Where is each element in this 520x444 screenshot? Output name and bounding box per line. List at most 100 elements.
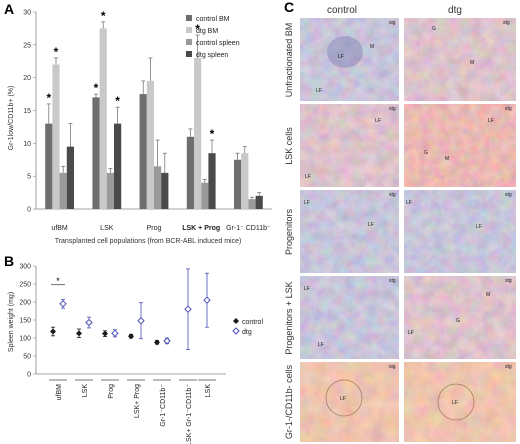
- bar-a: [154, 166, 162, 209]
- tag-lf: LF: [408, 330, 414, 336]
- y-tick-label-b: 50: [23, 354, 31, 361]
- x-category-label-b: Prog: [108, 384, 115, 399]
- histology-image-prog-lsk-control: [300, 276, 399, 359]
- bar-a: [106, 172, 114, 209]
- bar-a: [45, 123, 53, 209]
- tag-sig: sig: [389, 364, 396, 370]
- legend-marker-control: [233, 318, 239, 324]
- row-label-progenitors: Progenitors: [284, 208, 294, 255]
- tag-stg: stg: [389, 192, 396, 198]
- tag-g: G: [424, 150, 428, 156]
- histology-image-prog-control: [300, 190, 399, 273]
- x-category-label-b: LSK+ Gr-1⁻CD11b⁻: [186, 384, 193, 444]
- legend-b: control dtg: [232, 318, 263, 336]
- scatter-chart-b: 0 50 100 150 200 250 300 * ufBM LSK Prog LSK+ Prog G…: [19, 264, 226, 444]
- legend-marker-dtg: [232, 327, 240, 335]
- tag-m: M: [445, 156, 449, 162]
- tag-lf: LF: [305, 174, 311, 180]
- tag-lf: LF: [304, 286, 310, 292]
- significance-star-a: *: [54, 45, 59, 59]
- significance-star-a: *: [46, 91, 51, 105]
- bar-a: [255, 195, 263, 209]
- point-dtg-b: [137, 317, 145, 325]
- tag-stg: stg: [503, 20, 510, 26]
- significance-star-a: *: [210, 127, 215, 141]
- bar-a: [234, 159, 242, 209]
- bar-a: [186, 136, 194, 209]
- x-category-label-a: LSK + Prog: [182, 225, 220, 232]
- y-tick-label-a: 30: [23, 10, 31, 17]
- follicle-outline-gr1-control: [325, 379, 363, 417]
- tag-lf: LF: [368, 222, 374, 228]
- y-tick-label-a: 0: [27, 207, 31, 214]
- point-control-b: [102, 330, 108, 337]
- tag-m: M: [370, 44, 374, 50]
- tag-m: M: [470, 60, 474, 66]
- y-tick-label-b: 100: [19, 336, 31, 343]
- point-control-b: [50, 328, 56, 335]
- tag-lf: LF: [304, 200, 310, 206]
- significance-star-b: *: [56, 276, 60, 286]
- y-tick-label-a: 15: [23, 108, 31, 115]
- tag-stg: stg: [505, 192, 512, 198]
- bar-chart-a: 0 5 10 15 20 25 30 * * ufBM * * * LSK Prog * * LSK + Prog…: [23, 9, 272, 232]
- bar-a: [201, 182, 209, 209]
- y-tick-label-b: 150: [19, 318, 31, 325]
- y-tick-label-a: 25: [23, 42, 31, 49]
- legend-swatch-dtg-spleen: [186, 51, 192, 57]
- bar-a: [139, 94, 147, 209]
- tag-lf: LF: [488, 118, 494, 124]
- image-tags: LF LF M sig G M stg stg LF LF stg LF G M…: [304, 20, 512, 406]
- tag-lf: LF: [316, 88, 322, 94]
- histology-grid: [300, 18, 516, 442]
- tag-m: M: [486, 292, 490, 298]
- legend-label-control: control: [242, 319, 263, 326]
- tag-stg: stg: [389, 278, 396, 284]
- point-dtg-b: [184, 305, 192, 313]
- point-dtg-b: [203, 296, 211, 304]
- tag-stg: stg: [505, 106, 512, 112]
- bar-a: [161, 172, 169, 209]
- significance-star-a: *: [115, 94, 120, 108]
- tag-lf: LF: [406, 200, 412, 206]
- bar-a: [248, 199, 256, 209]
- bar-a: [99, 28, 107, 209]
- significance-star-a: *: [101, 9, 106, 23]
- point-dtg-b: [59, 300, 67, 308]
- legend-swatch-dtg-bm: [186, 27, 192, 33]
- x-category-label-a: LSK: [100, 225, 114, 232]
- y-tick-label-b: 0: [27, 372, 31, 379]
- legend-label-dtg-spleen: dtg spleen: [196, 52, 228, 59]
- row-label-gr1: Gr-1-/CD11b- cells: [284, 364, 294, 439]
- tag-sig: sig: [389, 20, 396, 26]
- legend-a: control BM dtg BM control spleen dtg spl…: [186, 15, 240, 59]
- tag-lf: LF: [452, 400, 458, 406]
- lymphoid-follicle-ufbm-control: [327, 36, 363, 68]
- panel-b-ylabel: Spleen weight (mg): [8, 292, 15, 352]
- panel-c-letter: C: [284, 0, 294, 15]
- bar-a: [66, 146, 74, 209]
- x-category-label-b: LSK: [205, 384, 212, 398]
- histology-image-lsk-control: [300, 104, 399, 187]
- y-tick-label-b: 250: [19, 282, 31, 289]
- tag-lf: LF: [338, 54, 344, 60]
- col-header-control: control: [327, 5, 357, 16]
- tag-lf: LF: [318, 342, 324, 348]
- histology-image-lsk-dtg: [404, 104, 516, 187]
- x-category-label-b: LSK+ Prog: [134, 384, 141, 418]
- x-category-label-b: Gr-1⁻CD11b⁻: [160, 384, 167, 427]
- legend-label-control-spleen: control spleen: [196, 40, 240, 47]
- significance-star-a: *: [195, 22, 200, 36]
- histology-image-prog-dtg: [404, 190, 516, 273]
- y-tick-label-b: 200: [19, 300, 31, 307]
- histology-image-ufbm-dtg: [404, 18, 516, 101]
- tag-lf: LF: [375, 118, 381, 124]
- x-category-label-a: Prog: [147, 225, 162, 232]
- x-category-label-b: LSK: [82, 384, 89, 398]
- tag-stg: stg: [505, 364, 512, 370]
- legend-label-dtg-bm: dtg BM: [196, 28, 218, 35]
- bar-a: [194, 57, 202, 209]
- point-control-b: [128, 333, 134, 340]
- tag-lf: LF: [476, 224, 482, 230]
